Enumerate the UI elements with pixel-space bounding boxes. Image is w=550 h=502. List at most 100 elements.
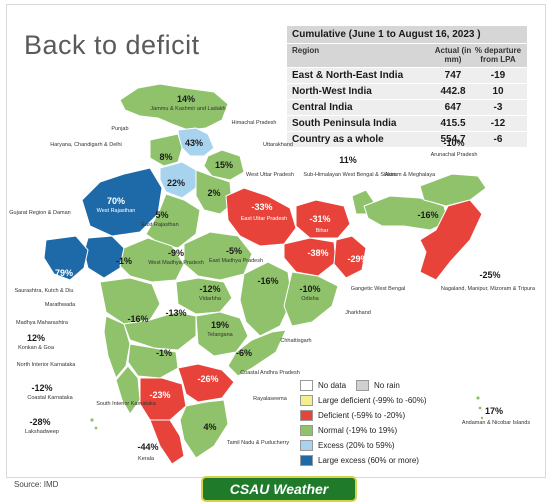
value-rayal: -26% [197,374,218,384]
source-note: Source: IMD [14,480,59,489]
legend-label: Excess (20% to 59%) [318,441,395,450]
row-actual: 554.7 [440,134,466,145]
value-nmmt: -25% [479,270,500,280]
legend-swatch [300,380,313,391]
region-wraj [81,167,163,237]
legend-label: Deficient (-59% to -20%) [318,411,406,420]
value-wup: 2% [207,188,220,198]
value-pb: 8% [159,152,172,162]
region-andaman-dot [480,416,484,420]
row-departure: -12 [490,118,506,129]
region-lak [90,418,94,422]
legend-swatch [300,455,313,466]
label-kerala: Kerala [138,456,155,462]
value-wraj: 70% [107,196,125,206]
row-actual: 747 [444,70,462,81]
legend-item: Deficient (-59% to -20%) [300,408,427,423]
label-arun: Arunachal Pradesh [431,152,478,158]
row-departure: -6 [493,134,503,145]
region-kerala [149,419,185,465]
row-departure: -3 [493,102,503,113]
region-gwb [333,235,367,279]
label-tel: Telangana [207,332,233,338]
label-nik: North Interior Karnataka [17,362,77,368]
value-arun: -10% [443,138,464,148]
region-pb [149,133,183,167]
region-wup [195,169,233,215]
region-konkan [103,315,131,379]
region-arun [419,173,487,207]
watermark-badge: CSAU Weather [201,476,357,502]
label-hr: Haryana, Chandigarh & Delhi [50,142,122,148]
label-saur: Saurashtra, Kutch & Diu [14,288,73,294]
row-region: North-West India [292,86,372,97]
value-wmp: -9% [168,248,184,258]
legend-item: No data No rain [300,378,427,393]
value-coastal-k: -12% [31,383,52,393]
region-jhar [283,237,337,277]
legend-label: No data [318,381,347,390]
row-departure: -19 [490,70,506,81]
table-row: South Peninsula India 415.5 -12 [287,115,527,131]
label-uk: Uttarakhand [263,142,293,148]
value-guj: 79% [55,268,73,278]
value-mmah: -13% [165,308,186,318]
legend-label: Normal (-19% to 19%) [318,426,398,435]
region-hr [159,161,197,199]
region-caap [227,329,287,377]
region-rayal [177,363,235,403]
table-header: Region Actual (in mm) % departure from L… [287,43,527,67]
label-konkan: Konkan & Goa [18,345,55,351]
label-sik: South Interior Karnataka [96,401,157,407]
table-caption: Cumulative (June 1 to August 16, 2023 ) [287,26,527,43]
row-departure: 10 [492,86,504,97]
value-eraj: 5% [155,210,168,220]
label-wraj: West Rajasthan [97,208,136,214]
label-wmp: West Madhya Pradesh [148,260,204,266]
value-odisha: -10% [299,284,320,294]
label-hp: Himachal Pradesh [232,120,277,126]
region-tel [195,311,249,357]
label-rayal: Rayalaseema [253,396,288,402]
value-mara: -16% [127,314,148,324]
value-caap: -6% [236,348,252,358]
header-region: Region [292,46,320,55]
legend-label: Large deficient (-99% to -60%) [318,396,427,405]
label-shwb: Sub-Himalayan West Bengal & Sikkim [303,172,397,178]
region-mmah [123,311,197,351]
region-odisha [283,271,339,327]
value-jhar: -38% [307,248,328,258]
value-nik: -1% [156,348,172,358]
legend-item: Large excess (60% or more) [300,453,427,468]
label-odisha: Odisha [301,296,319,302]
label-tn: Tamil Nadu & Puducherry [227,440,290,446]
value-vid: -12% [199,284,220,294]
legend-item: Normal (-19% to 19%) [300,423,427,438]
value-emp: -5% [226,246,242,256]
legend-label: No rain [374,381,400,390]
region-eraj [145,193,201,249]
value-sik: -23% [149,390,170,400]
value-jk: 14% [177,94,195,104]
region-saur [43,235,89,281]
label-vid: Vidarbha [199,296,222,302]
label-mmah: Madhya Maharashtra [16,320,69,326]
value-chh: -16% [257,276,278,286]
legend-swatch [356,380,370,391]
label-guj: Gujarat Region & Daman [9,210,70,216]
row-region: East & North-East India [292,70,404,81]
legend-item: Excess (20% to 59%) [300,438,427,453]
value-tn: 4% [203,422,216,432]
region-andaman-dot [478,406,482,410]
label-eraj: East Rajasthan [141,222,178,228]
value-uk: 15% [215,160,233,170]
label-mara: Marathwada [45,302,76,308]
row-actual: 442.8 [440,86,466,97]
row-region: Central India [292,102,353,113]
value-lak: -28% [29,417,50,427]
label-bihar: Bihar [316,228,329,234]
region-chh [239,261,293,337]
region-nmmt [419,199,483,281]
label-andaman: Andaman & Nicobar Islands [462,420,530,426]
map-title: Back to deficit [24,30,200,60]
